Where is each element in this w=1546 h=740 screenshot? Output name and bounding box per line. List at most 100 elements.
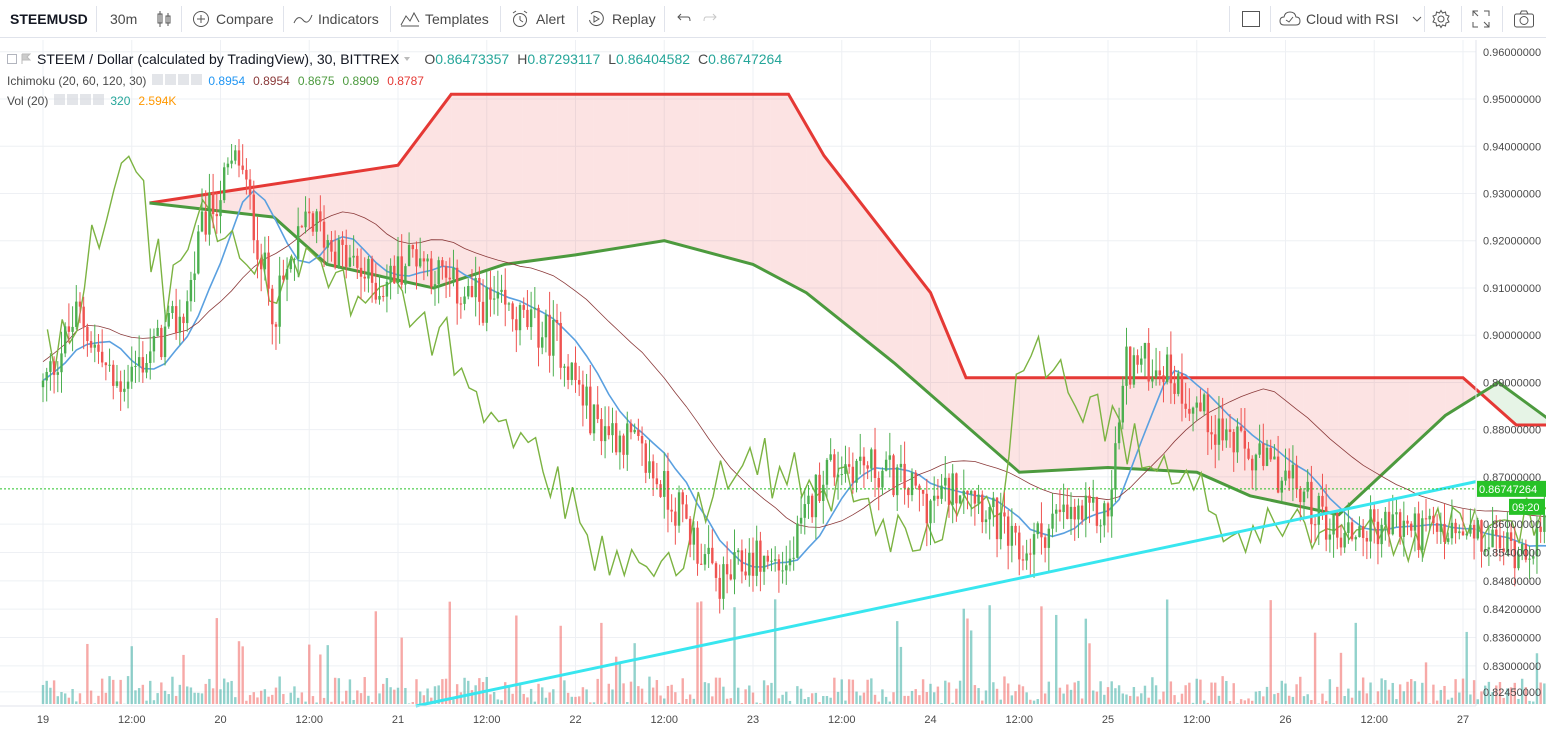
volume-bar [648,677,650,704]
candle-body [596,405,598,420]
layout-menu-button[interactable]: Cloud with RSI [1279,0,1423,38]
volume-bar [633,643,635,704]
candle-body [785,565,787,570]
candle-body [1392,514,1394,534]
indicator-controls[interactable] [54,94,106,108]
volume-bar [264,689,266,704]
candle-body [90,341,92,348]
cloud-fill [1161,378,1170,471]
candle-body [208,192,210,234]
toolbar-divider [1229,6,1230,32]
candle-body [1125,347,1127,386]
y-tick-label: 0.93000000 [1483,189,1541,201]
volume-bar [308,645,310,704]
volume-bar [1414,681,1416,704]
volume-bar [1462,679,1464,704]
volume-bar [585,689,587,704]
toolbar-divider [96,6,97,32]
candle-body [1081,506,1083,520]
volume-bar [1218,696,1220,704]
candle-body [193,273,195,279]
volume-bar [79,693,81,704]
candle-body [264,253,266,270]
candle-body [356,256,358,268]
settings-button[interactable] [1431,0,1451,38]
collapse-legend-icon[interactable] [7,54,17,64]
candle-body [948,478,950,505]
undo-button[interactable] [675,0,691,38]
templates-button[interactable]: Templates [400,0,489,38]
cloud-icon [1279,10,1301,28]
candle-body [79,302,81,307]
volume-bar [667,686,669,704]
fullscreen-button[interactable] [1471,0,1491,38]
volume-bar [1284,684,1286,704]
redo-button[interactable] [703,0,719,38]
close-label: C [698,51,708,67]
compare-button[interactable]: Compare [192,0,274,38]
indicators-button[interactable]: Indicators [293,0,379,38]
candle-body [82,307,84,327]
cloud-fill [691,94,700,250]
snapshot-button[interactable] [1513,0,1535,38]
candle-body [770,561,772,562]
candle-body [841,474,843,475]
volume-bar [563,680,565,704]
candle-body [652,461,654,478]
open-value: 0.86473357 [435,51,509,67]
candle-body [1162,375,1164,382]
volume-bar [848,679,850,704]
candle-body [637,430,639,436]
price-chart[interactable]: 0.960000000.950000000.940000000.93000000… [0,39,1546,735]
cloud-fill [771,94,780,278]
candle-body [53,361,55,375]
candle-body [186,301,188,323]
cloud-fill [1126,378,1135,469]
volume-bar [1517,699,1519,704]
volume-bar [822,696,824,704]
cloud-fill [726,94,735,259]
cloud-fill [1019,378,1028,472]
y-tick-label: 0.96000000 [1483,47,1541,59]
cloud-fill [673,94,682,245]
cloud-fill [815,140,824,307]
candle-body [1066,505,1068,519]
candle-body [523,305,525,310]
volume-bar [142,685,144,704]
candle-body [789,559,791,566]
chevron-down-icon[interactable] [402,54,412,64]
candle-body [689,519,691,545]
candle-body [493,298,495,299]
x-tick-label: 26 [1279,714,1291,726]
volume-bar [463,678,465,704]
candle-body [1292,465,1294,479]
indicator-controls[interactable] [152,74,204,88]
candle-body [319,211,321,221]
volume-bar [1436,701,1438,704]
volume-bar [1440,690,1442,704]
volume-bar [1358,691,1360,704]
candle-body [944,478,946,486]
candle-body [371,259,373,283]
candle-body [1510,532,1512,541]
volume-bar [1392,683,1394,704]
candle-body [1318,496,1320,525]
volume-bar [1003,676,1005,704]
volume-bar [511,694,513,704]
fullscreen-toggle-button[interactable] [1241,0,1261,38]
alert-button[interactable]: Alert [511,0,565,38]
interval-button[interactable]: 30m [110,0,137,38]
replay-button[interactable]: Replay [587,0,656,38]
candle-body [108,365,110,366]
candle-body [101,352,103,363]
cloud-fill [1312,378,1321,511]
symbol-search[interactable]: STEEMUSD [10,0,88,38]
volume-bar [256,697,258,704]
candle-body [748,553,750,576]
candle-body [500,290,502,292]
candle-body [678,492,680,525]
chart-style-button[interactable] [155,0,173,38]
volume-bar [1299,677,1301,704]
candle-body [131,367,133,382]
